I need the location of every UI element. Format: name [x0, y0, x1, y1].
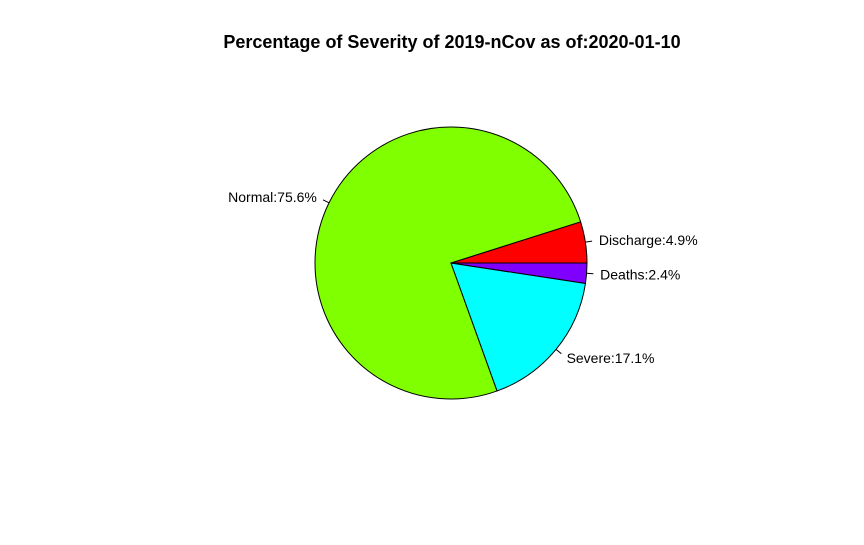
pie-labels: Discharge:4.9% Normal:75.6% Severe:17.1% De… — [228, 189, 698, 366]
slice-label-deaths: Deaths:2.4% — [600, 266, 680, 282]
pie-slices — [314, 126, 588, 400]
slice-label-normal: Normal:75.6% — [228, 189, 317, 205]
pie-slice-normal — [314, 126, 582, 400]
leader-line-discharge — [585, 240, 593, 243]
slice-label-discharge: Discharge:4.9% — [599, 232, 698, 248]
slice-label-severe: Severe:17.1% — [567, 350, 655, 366]
leader-line-severe — [555, 348, 562, 355]
chart-title: Percentage of Severity of 2019-nCov as o… — [223, 32, 680, 52]
leader-line-normal — [322, 199, 330, 204]
leader-line-deaths — [586, 272, 594, 275]
